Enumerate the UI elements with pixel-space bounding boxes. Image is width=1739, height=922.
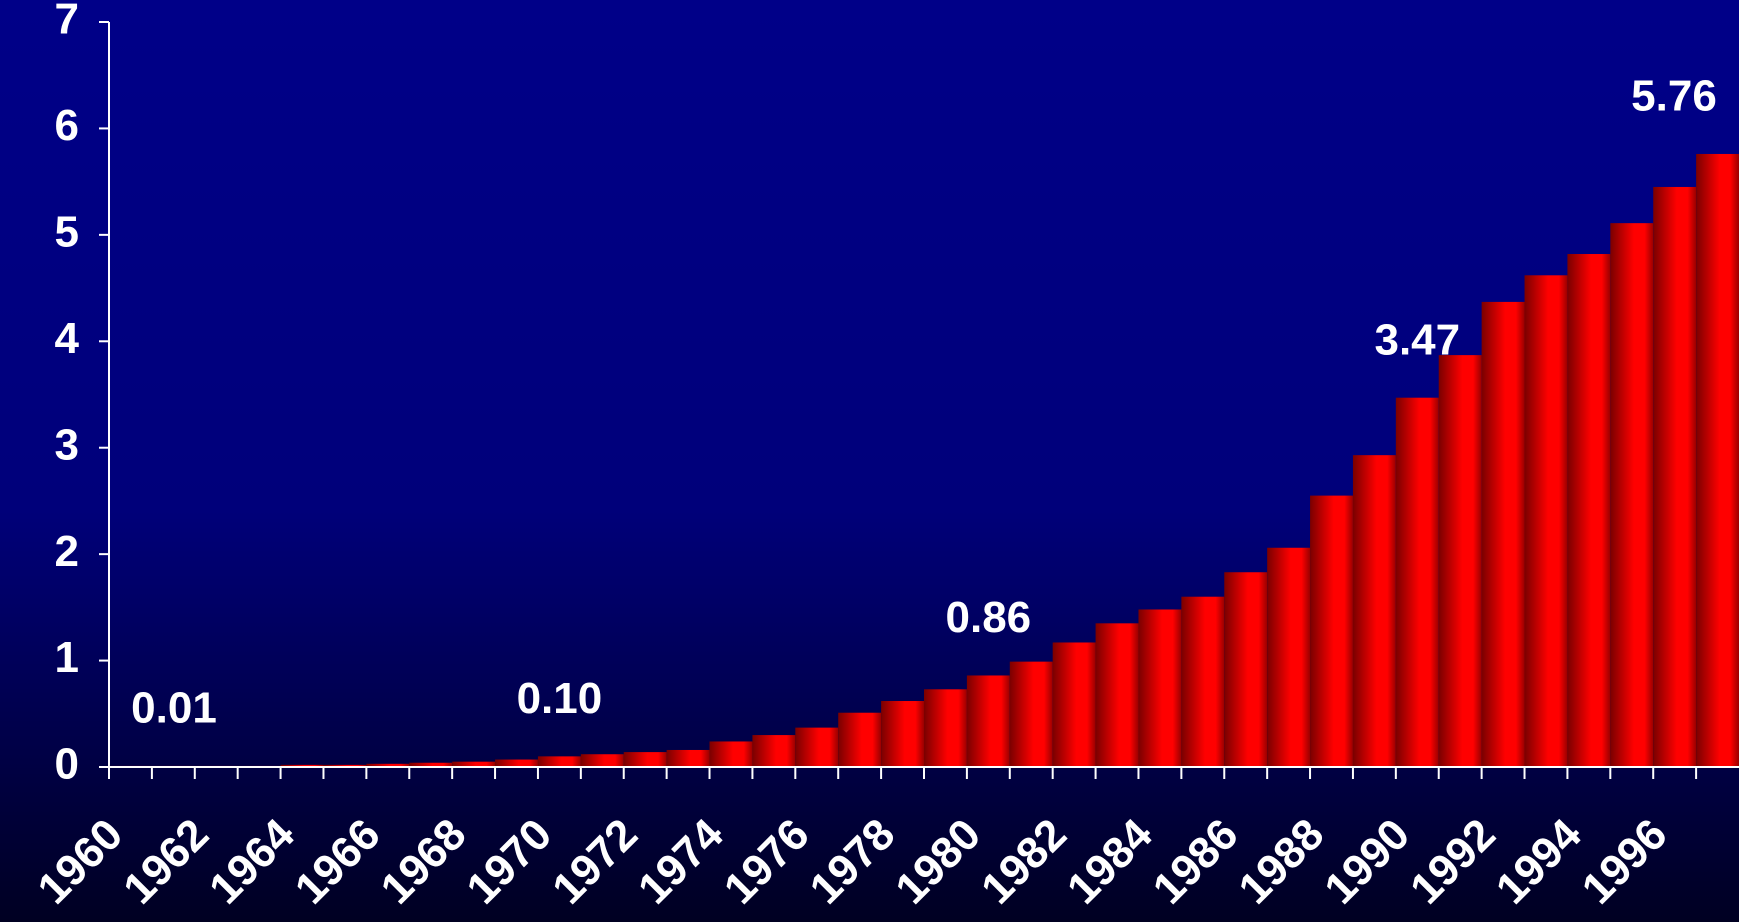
bar bbox=[366, 763, 410, 767]
bar bbox=[323, 764, 367, 767]
bar bbox=[966, 675, 1010, 767]
data-label: 0.10 bbox=[517, 674, 603, 723]
bar bbox=[1095, 623, 1139, 767]
bar bbox=[838, 712, 882, 767]
y-tick-label: 4 bbox=[55, 314, 80, 363]
bar bbox=[623, 752, 667, 767]
bar bbox=[1052, 642, 1096, 767]
bar bbox=[1610, 223, 1654, 767]
data-label: 0.86 bbox=[946, 593, 1032, 642]
bar bbox=[709, 741, 753, 767]
bar bbox=[280, 764, 324, 767]
bar bbox=[495, 759, 538, 767]
bar bbox=[1181, 596, 1225, 767]
y-tick-label: 6 bbox=[55, 101, 79, 150]
y-tick-label: 2 bbox=[55, 527, 79, 576]
y-tick-label: 0 bbox=[55, 740, 79, 789]
y-tick-label: 1 bbox=[55, 633, 79, 682]
bar bbox=[452, 761, 496, 767]
bar bbox=[1267, 547, 1311, 767]
bar bbox=[409, 762, 453, 767]
bar bbox=[1395, 397, 1439, 767]
bar bbox=[752, 735, 796, 767]
data-label: 5.76 bbox=[1631, 72, 1717, 121]
bar bbox=[1524, 275, 1568, 767]
bar bbox=[1138, 609, 1182, 767]
y-tick-label: 5 bbox=[55, 207, 79, 256]
bar bbox=[580, 754, 624, 767]
bar bbox=[1224, 572, 1268, 767]
bar bbox=[881, 701, 924, 767]
bar bbox=[1310, 495, 1353, 767]
bar bbox=[537, 756, 581, 767]
bar bbox=[666, 749, 710, 767]
bar bbox=[1481, 301, 1525, 767]
bar bbox=[1696, 153, 1739, 767]
bar bbox=[1352, 455, 1396, 767]
bar bbox=[1567, 254, 1611, 767]
bar bbox=[1653, 186, 1697, 767]
bar bbox=[1438, 355, 1482, 767]
y-tick-label: 3 bbox=[55, 420, 79, 469]
y-tick-label: 7 bbox=[55, 0, 79, 44]
bar bbox=[1009, 661, 1053, 767]
data-label: 0.01 bbox=[131, 684, 217, 733]
bar bbox=[924, 689, 967, 767]
bar bbox=[795, 727, 839, 767]
